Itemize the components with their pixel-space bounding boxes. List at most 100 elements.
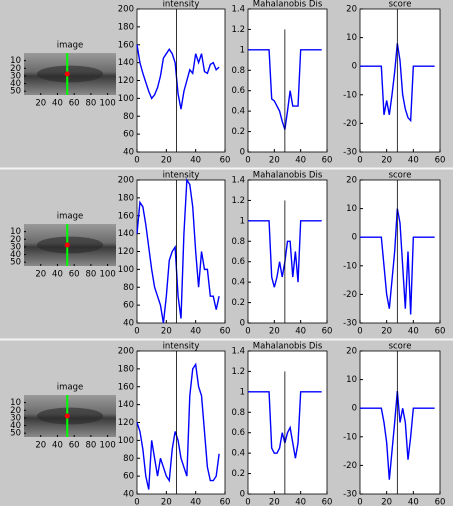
x-tick-label: 20 xyxy=(381,156,392,166)
x-tick-label: 60 xyxy=(220,327,231,337)
image-title: image xyxy=(57,41,83,51)
x-tick-label: 40 xyxy=(295,156,306,166)
y-tick-label: 200 xyxy=(118,176,134,186)
chart-title: intensity xyxy=(163,171,200,181)
y-tick-label: -30 xyxy=(343,490,357,500)
point xyxy=(65,243,70,248)
y-tick-label: 180 xyxy=(118,22,134,32)
y-tick-label: 10 xyxy=(346,204,357,214)
x-tick-label: 20 xyxy=(35,99,46,109)
x-tick-label: 60 xyxy=(220,156,231,166)
y-tick-label: 120 xyxy=(118,418,134,428)
x-tick-label: 40 xyxy=(52,99,63,109)
x-tick-label: 40 xyxy=(408,156,419,166)
chart-title: Mahalanobis Dis xyxy=(253,0,323,10)
x-tick-label: 60 xyxy=(220,498,231,506)
image-title: image xyxy=(57,383,83,393)
y-tick-label: -20 xyxy=(343,461,357,471)
point xyxy=(65,414,70,419)
plot-area xyxy=(248,9,327,152)
chart-title: Mahalanobis Dis xyxy=(253,171,323,181)
y-tick-label: 0.2 xyxy=(231,469,245,479)
y-tick-label: 0.4 xyxy=(231,107,245,117)
y-tick-label: 50 xyxy=(10,429,21,439)
y-tick-label: 60 xyxy=(123,472,134,482)
y-tick-label: 40 xyxy=(123,319,134,329)
x-tick-label: 20 xyxy=(269,327,280,337)
x-tick-label: 80 xyxy=(85,441,96,451)
y-tick-label: -10 xyxy=(343,432,357,442)
y-tick-label: 140 xyxy=(118,229,134,239)
y-tick-label: 0 xyxy=(240,148,245,158)
x-tick-label: 20 xyxy=(381,327,392,337)
y-tick-label: 0.6 xyxy=(231,86,245,96)
y-tick-label: 0 xyxy=(352,233,357,243)
y-tick-label: 100 xyxy=(118,94,134,104)
x-tick-label: 0 xyxy=(134,498,139,506)
x-tick-label: 20 xyxy=(269,156,280,166)
image-title: image xyxy=(57,212,83,222)
y-tick-label: 10 xyxy=(346,375,357,385)
y-tick-label: 1.4 xyxy=(231,347,245,357)
x-tick-label: 60 xyxy=(322,498,333,506)
y-tick-label: 20 xyxy=(346,176,357,186)
y-tick-label: -10 xyxy=(343,261,357,271)
y-tick-label: 0 xyxy=(352,62,357,72)
x-tick-label: 40 xyxy=(190,156,201,166)
x-tick-label: 60 xyxy=(435,156,446,166)
plot-area xyxy=(360,180,440,323)
y-tick-label: 1.4 xyxy=(231,5,245,15)
x-tick-label: 40 xyxy=(408,327,419,337)
y-tick-label: 20 xyxy=(346,347,357,357)
y-tick-label: 1 xyxy=(240,45,245,55)
y-tick-label: 0.8 xyxy=(231,66,245,76)
y-tick-label: 0.8 xyxy=(231,408,245,418)
y-tick-label: 160 xyxy=(118,211,134,221)
y-tick-label: 180 xyxy=(118,364,134,374)
lips xyxy=(37,66,103,83)
y-tick-label: 80 xyxy=(123,283,134,293)
y-tick-label: 60 xyxy=(123,130,134,140)
x-tick-label: 80 xyxy=(85,270,96,280)
plot-area xyxy=(248,351,327,494)
y-tick-label: 20 xyxy=(346,5,357,15)
y-tick-label: 80 xyxy=(123,112,134,122)
x-tick-label: 0 xyxy=(245,327,250,337)
x-tick-label: 0 xyxy=(357,327,362,337)
x-tick-label: 80 xyxy=(85,99,96,109)
x-tick-label: 20 xyxy=(35,441,46,451)
x-tick-label: 20 xyxy=(381,498,392,506)
plot-area xyxy=(248,180,327,323)
y-tick-label: -30 xyxy=(343,319,357,329)
y-tick-label: 80 xyxy=(123,454,134,464)
y-tick-label: 0.8 xyxy=(231,237,245,247)
chart-title: score xyxy=(389,171,412,181)
x-tick-label: 40 xyxy=(190,327,201,337)
x-tick-label: 100 xyxy=(100,270,116,280)
y-tick-label: 50 xyxy=(10,87,21,97)
point xyxy=(65,72,70,77)
y-tick-label: 1 xyxy=(240,216,245,226)
x-tick-label: 60 xyxy=(69,441,80,451)
x-tick-label: 40 xyxy=(408,498,419,506)
x-tick-label: 40 xyxy=(52,270,63,280)
lips xyxy=(37,408,103,425)
y-tick-label: -30 xyxy=(343,148,357,158)
y-tick-label: 160 xyxy=(118,382,134,392)
chart-title: score xyxy=(389,342,412,352)
y-tick-label: 120 xyxy=(118,76,134,86)
x-tick-label: 40 xyxy=(52,441,63,451)
y-tick-label: 1.4 xyxy=(231,176,245,186)
x-tick-label: 40 xyxy=(295,327,306,337)
y-tick-label: 0.2 xyxy=(231,298,245,308)
y-tick-label: 140 xyxy=(118,400,134,410)
figure: image204060801001020304050intensity02040… xyxy=(0,0,453,506)
chart-title: intensity xyxy=(163,342,200,352)
x-tick-label: 0 xyxy=(357,156,362,166)
y-tick-label: 0 xyxy=(240,490,245,500)
y-tick-label: 10 xyxy=(346,33,357,43)
x-tick-label: 20 xyxy=(35,270,46,280)
y-tick-label: -20 xyxy=(343,119,357,129)
chart-title: score xyxy=(389,0,412,10)
y-tick-label: 40 xyxy=(123,148,134,158)
